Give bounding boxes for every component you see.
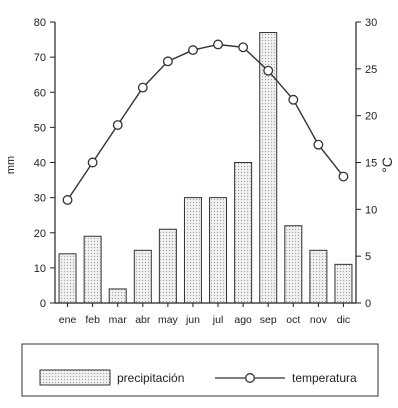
temperature-point-abr	[137, 82, 148, 93]
x-tick-label-abr: abr	[135, 314, 151, 326]
temperature-point-mar	[112, 120, 123, 130]
x-tick-label-feb: feb	[85, 314, 100, 326]
y-tick-label-right: 10	[365, 204, 377, 216]
temperature-point-ene	[62, 195, 73, 205]
temperature-point-ago	[238, 42, 249, 53]
precipitation-bars	[58, 32, 353, 304]
bar-oct	[284, 225, 303, 304]
y-tick-label-left: 0	[40, 298, 46, 310]
y-tick-label-left: 50	[34, 122, 46, 134]
x-tick-label-oct: oct	[286, 314, 300, 326]
y-tick-label-right: 20	[365, 111, 377, 123]
temperature-point-may	[162, 56, 173, 67]
bar-ene	[58, 253, 77, 304]
bar-abr	[133, 249, 152, 304]
bar-dic	[334, 263, 353, 304]
legend-label-temperature: temperatura	[292, 371, 357, 385]
y-tick-label-left: 10	[34, 263, 46, 275]
y-tick-label-left: 40	[34, 158, 46, 170]
legend: precipitación temperatura	[21, 343, 379, 397]
legend-box	[21, 343, 379, 397]
temperature-series-line	[66, 43, 345, 201]
bar-ago	[234, 162, 253, 304]
legend-marker-temperature	[245, 373, 255, 383]
x-tick-label-ene: ene	[59, 314, 77, 326]
temperature-line	[62, 39, 349, 205]
x-tick-label-nov: nov	[310, 314, 328, 326]
temperature-point-jun	[188, 45, 198, 56]
bar-feb	[83, 235, 102, 304]
x-tick-label-sep: sep	[260, 314, 277, 326]
legend-label-precipitation: precipitación	[117, 371, 184, 385]
temperature-point-nov	[313, 139, 324, 150]
x-tick-label-may: may	[158, 314, 179, 326]
temperature-point-dic	[338, 171, 349, 182]
x-tick-label-ago: ago	[234, 314, 252, 326]
temperature-point-feb	[87, 157, 98, 168]
x-tick-label-dic: dic	[337, 314, 350, 326]
y-tick-label-left: 60	[34, 87, 46, 99]
y-axis-title-left: mm	[5, 156, 17, 174]
legend-swatch-precipitation	[39, 369, 111, 386]
x-tick-label-jul: jul	[212, 314, 224, 326]
y-tick-label-right: 30	[365, 17, 377, 29]
y-tick-label-right: 0	[365, 298, 371, 310]
bar-jul	[209, 197, 228, 304]
x-tick-label-mar: mar	[109, 314, 128, 326]
y-tick-label-left: 20	[34, 228, 46, 240]
y-tick-label-right: 15	[365, 158, 377, 170]
temperature-point-sep	[263, 65, 274, 76]
axes: 0 10 20 30 40 50 60 70 80 0 5 10 15 20 25 30 ene feb mar ab…	[34, 17, 378, 326]
x-tick-label-jun: jun	[185, 314, 200, 326]
y-axis-title-right: °C	[379, 157, 395, 173]
y-tick-label-left: 70	[34, 52, 46, 64]
bar-mar	[108, 288, 127, 304]
bar-jun	[183, 197, 202, 304]
y-tick-label-right: 25	[365, 64, 377, 76]
temperature-point-oct	[288, 94, 299, 105]
y-tick-label-left: 30	[34, 193, 46, 205]
y-tick-label-left: 80	[34, 17, 46, 29]
bar-may	[158, 228, 177, 304]
y-tick-label-right: 5	[365, 251, 371, 263]
bar-nov	[309, 249, 328, 304]
temperature-point-jul	[213, 39, 223, 50]
